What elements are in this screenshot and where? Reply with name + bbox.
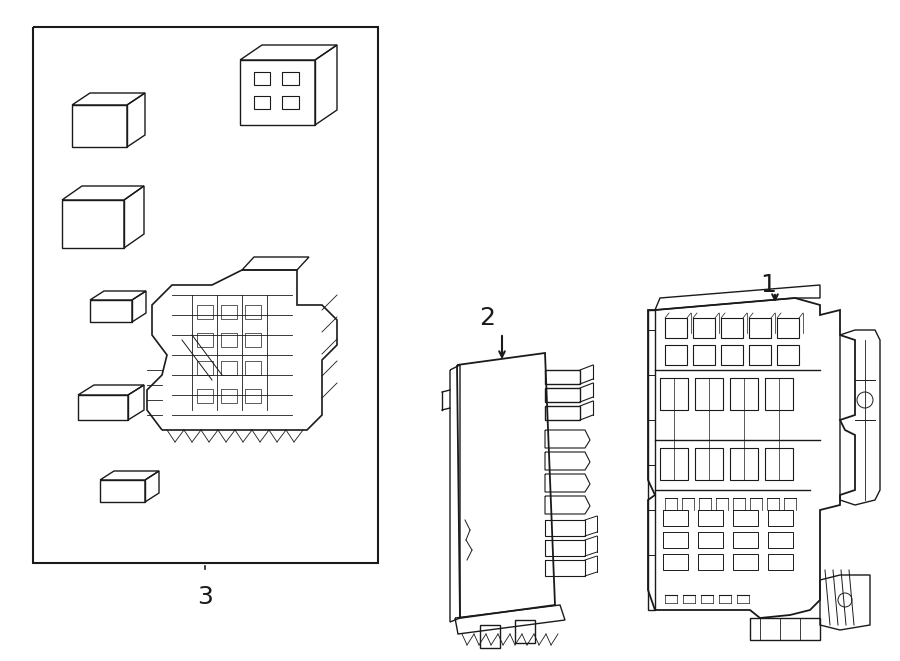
Text: 3: 3 [197,585,213,609]
Text: 2: 2 [479,306,495,330]
Polygon shape [457,353,555,618]
Polygon shape [648,298,855,618]
Text: 1: 1 [760,273,776,297]
